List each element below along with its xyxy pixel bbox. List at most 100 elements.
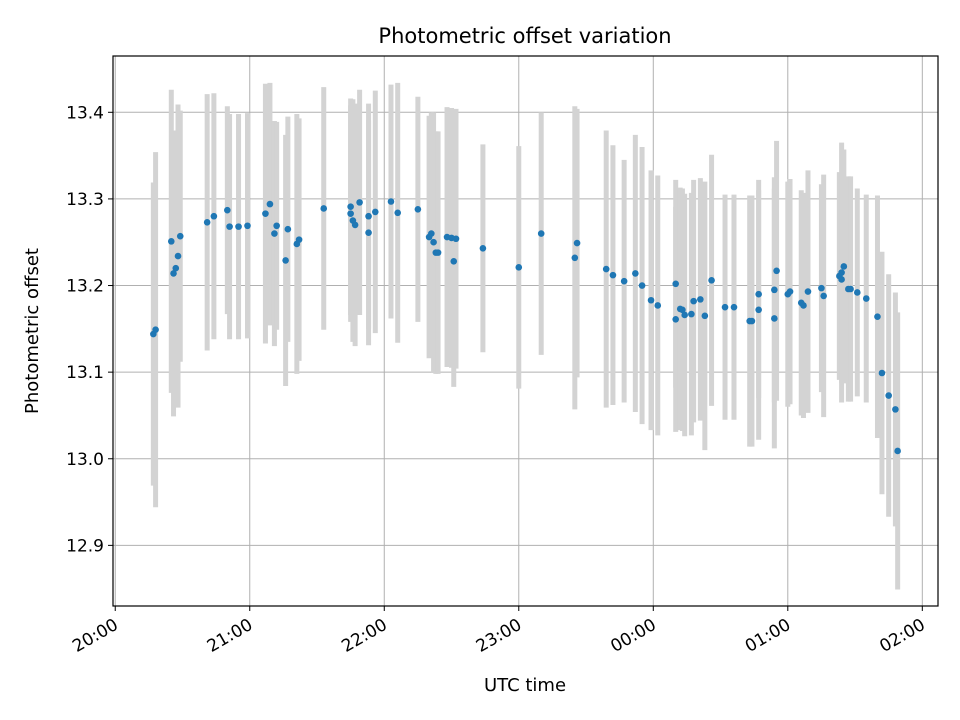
data-point [818,284,825,292]
data-point [681,311,688,319]
data-point [394,209,402,217]
x-tick-label: 20:00 [69,615,121,657]
data-point [320,205,328,212]
data-point [295,236,303,243]
data-point [771,286,778,294]
y-tick-label: 13.0 [66,450,104,470]
data-point [244,222,251,230]
data-point [174,252,182,260]
x-axis: 20:00 21:00 22:00 23:00 00:00 01:00 02:00 [69,606,929,657]
data-point [262,210,269,217]
data-point [167,238,175,245]
data-point [266,200,274,208]
y-tick-label: 13.2 [66,277,104,297]
data-point [892,406,899,413]
data-point [479,244,487,252]
data-point [347,210,354,217]
data-point [172,264,180,272]
plot-frame [112,55,939,607]
data-point [387,198,395,205]
data-point [450,257,458,265]
data-point [878,369,886,377]
data-point [224,206,231,214]
data-point [537,230,545,237]
data-point [688,310,695,318]
data-point [894,447,901,455]
data-point [351,221,359,229]
x-tick-label: 02:00 [876,615,928,657]
data-point [773,267,780,275]
data-point [152,326,159,334]
data-point [638,282,646,289]
data-point [885,392,892,399]
y-tick-label: 13.4 [66,103,104,123]
data-point [430,238,437,246]
x-tick-label: 22:00 [338,615,390,657]
data-point [428,230,435,237]
data-point [840,263,848,270]
data-point [647,296,655,304]
data-point [679,306,686,314]
data-point [571,254,579,262]
data-point [690,297,697,305]
data-point [701,312,709,320]
data-point [371,208,379,216]
data-point [176,232,184,240]
data-point [235,223,242,230]
data-point [434,249,442,256]
data-point [365,212,372,220]
data-point [284,225,292,233]
data-point [838,269,845,276]
data-point [226,223,233,230]
x-axis-label: UTC time [484,675,566,696]
data-point [573,239,581,247]
x-tick-label: 00:00 [607,615,659,657]
data-point [203,218,211,226]
x-tick-label: 23:00 [473,615,525,657]
data-point [515,264,523,271]
data-point [672,280,680,288]
y-tick-label: 13.3 [66,190,104,210]
data-point [602,265,610,273]
data-point [170,270,177,277]
data-point [874,313,881,321]
data-point [271,230,278,237]
data-point [708,277,715,284]
data-point [804,288,812,295]
data-point [853,289,861,296]
data-point [697,296,704,303]
data-point [632,270,639,277]
error-bars [150,82,901,590]
data-point [654,302,662,309]
data-point [748,317,756,325]
data-point [721,303,729,311]
data-point [609,271,617,279]
data-point [347,203,354,211]
y-tick-label: 12.9 [66,536,104,556]
data-point [771,315,778,322]
data-point [282,257,289,264]
data-point [847,285,854,293]
data-point [356,199,363,206]
data-point [452,235,460,243]
data-point [672,316,680,323]
data-point [414,206,422,213]
y-axis: 12.9 13.0 13.1 13.2 13.3 13.4 [66,103,113,556]
data-point [838,276,845,283]
data-point [273,222,280,230]
data-point [730,303,738,311]
x-tick-label: 01:00 [742,615,794,657]
data-point [210,212,218,220]
data-point [786,288,794,295]
y-tick-label: 13.1 [66,363,104,383]
data-point [620,277,628,285]
chart-title: Photometric offset variation [378,24,671,48]
data-point [365,229,372,236]
data-point [800,302,807,309]
y-axis-label: Photometric offset [22,248,43,414]
data-point [755,290,762,298]
data-point [755,306,762,314]
data-points [150,198,901,455]
x-tick-label: 21:00 [204,615,256,657]
